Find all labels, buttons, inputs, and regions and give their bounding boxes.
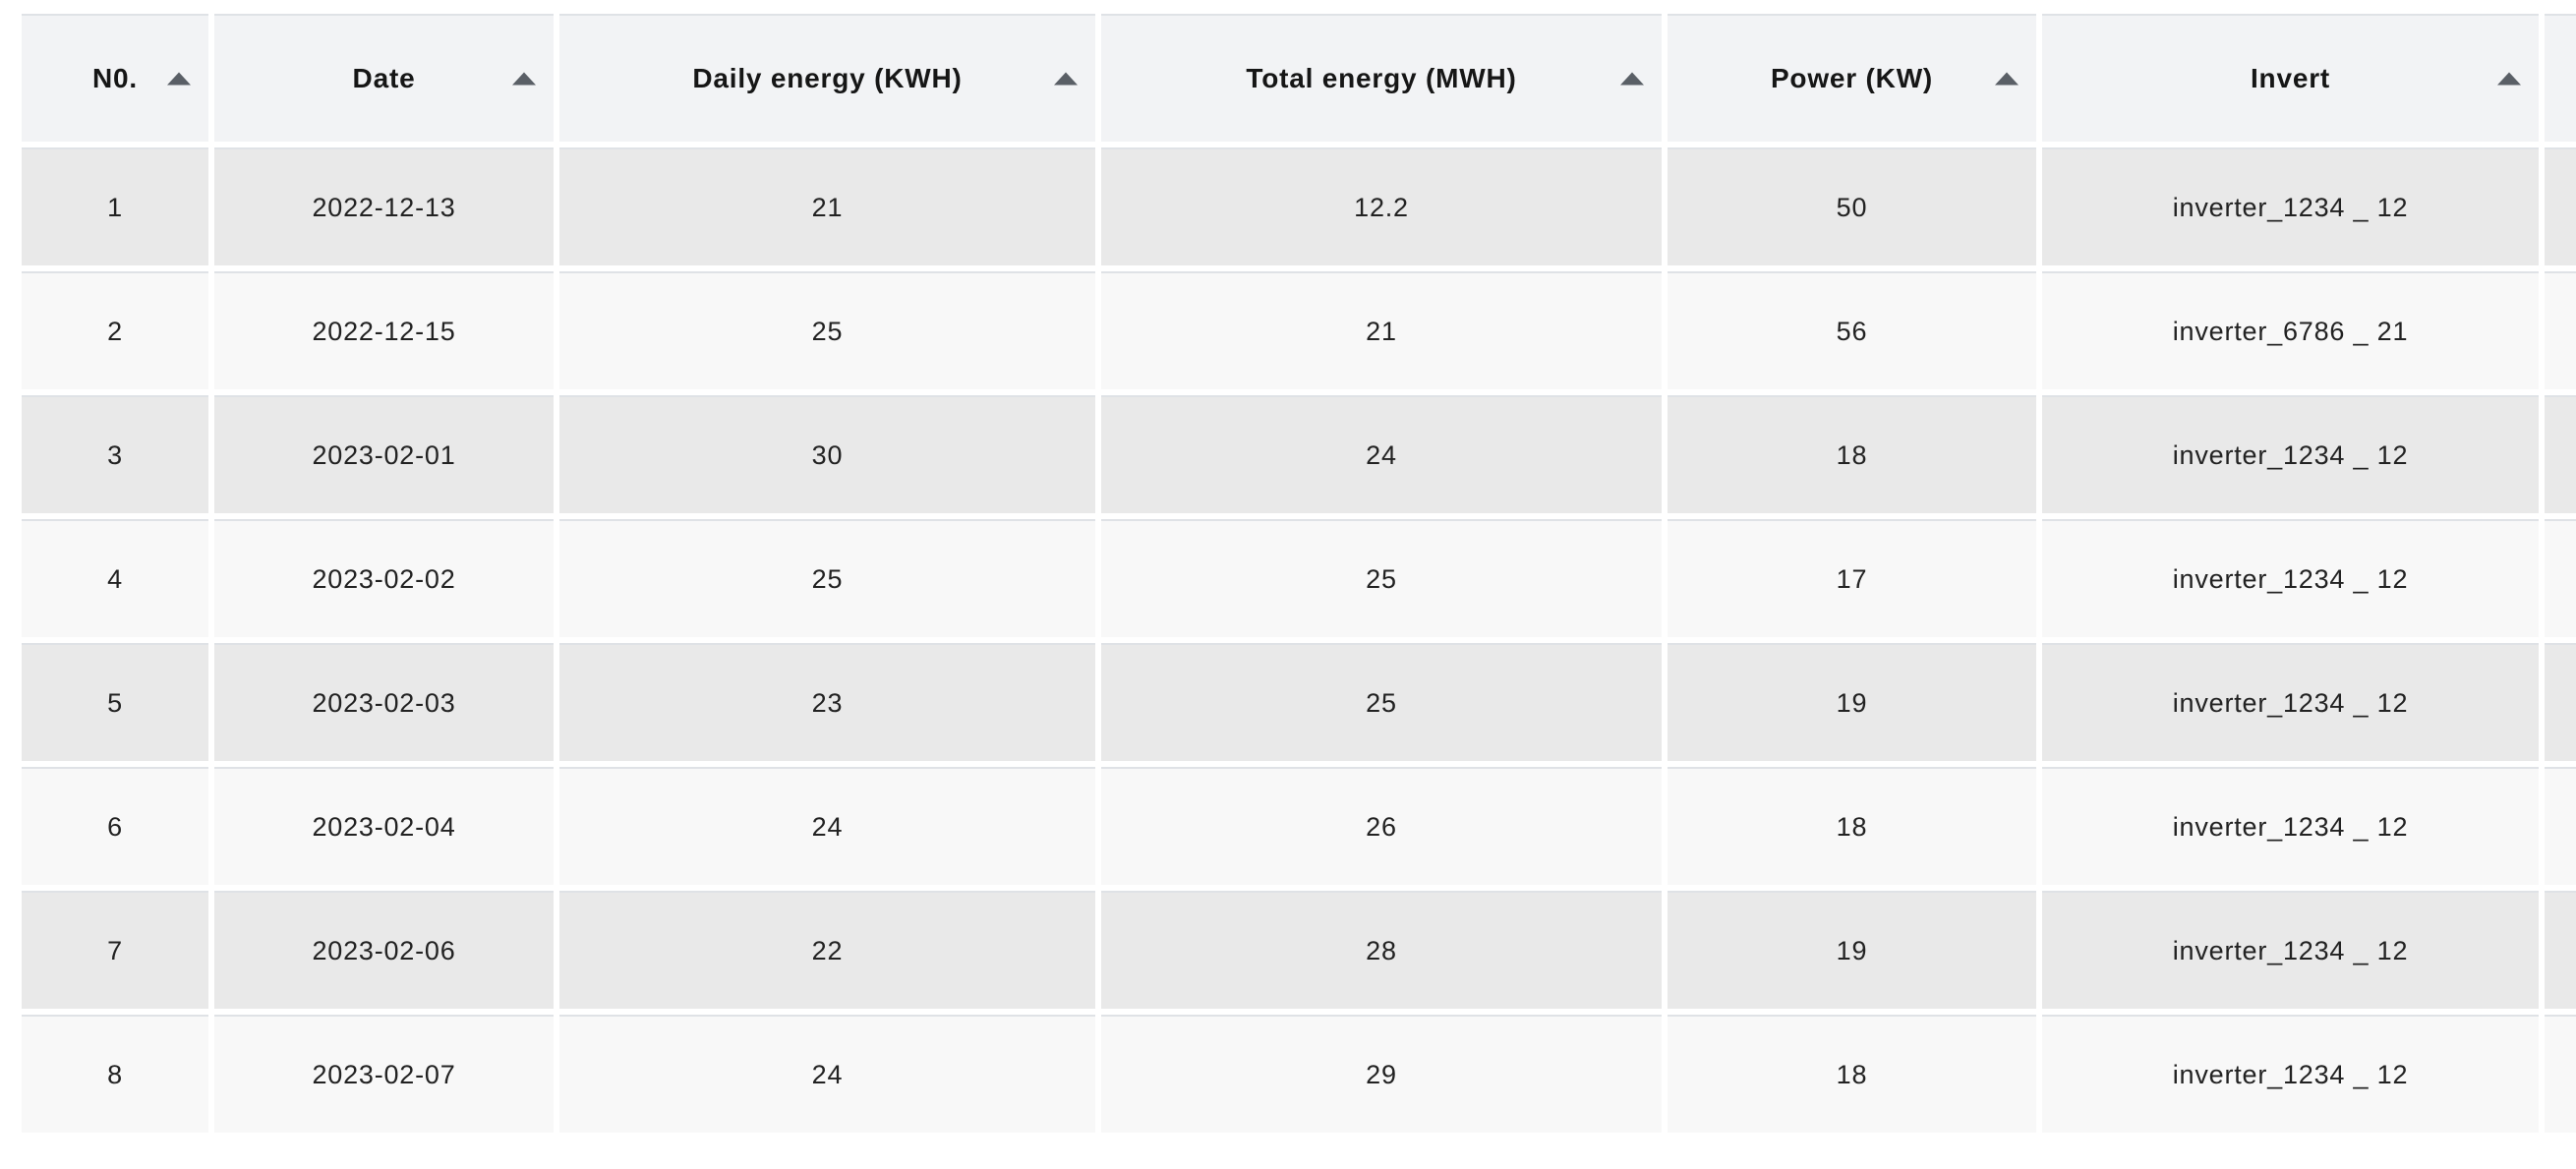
header-cell-total-energy[interactable]: Total energy (MWH) xyxy=(1101,14,1662,142)
table-cell-total-energy: 26 xyxy=(1101,767,1662,885)
sort-caret-up-icon[interactable] xyxy=(2497,72,2521,86)
table-cell-clipped xyxy=(2545,767,2576,885)
table-row: 1 2022-12-13 21 12.2 50 inverter_1234 _ … xyxy=(22,147,2576,265)
table-cell-clipped xyxy=(2545,271,2576,389)
sort-caret-up-icon[interactable] xyxy=(1995,72,2019,86)
table-cell-daily-energy: 24 xyxy=(559,1015,1095,1133)
table-row: 3 2023-02-01 30 24 18 inverter_1234 _ 12 xyxy=(22,395,2576,513)
header-cell-power[interactable]: Power (KW) xyxy=(1668,14,2036,142)
table-cell-daily-energy: 22 xyxy=(559,891,1095,1009)
table-cell-total-energy: 12.2 xyxy=(1101,147,1662,265)
table-cell-invert: inverter_6786 _ 21 xyxy=(2042,271,2539,389)
table-cell-power: 50 xyxy=(1668,147,2036,265)
table-cell-clipped xyxy=(2545,395,2576,513)
table-cell-clipped xyxy=(2545,891,2576,1009)
table-cell-daily-energy: 23 xyxy=(559,643,1095,761)
table-cell-invert: inverter_1234 _ 12 xyxy=(2042,643,2539,761)
sort-caret-up-icon[interactable] xyxy=(167,72,191,86)
table-row: 7 2023-02-06 22 28 19 inverter_1234 _ 12 xyxy=(22,891,2576,1009)
table-cell-date: 2022-12-15 xyxy=(214,271,554,389)
table-cell-total-energy: 29 xyxy=(1101,1015,1662,1133)
table-cell-invert: inverter_1234 _ 12 xyxy=(2042,395,2539,513)
table-cell-date: 2023-02-07 xyxy=(214,1015,554,1133)
table-header-row: N0. Date Daily energy (KWH) Total energy… xyxy=(22,14,2576,142)
table-cell-invert: inverter_1234 _ 12 xyxy=(2042,891,2539,1009)
table-cell-date: 2023-02-03 xyxy=(214,643,554,761)
table-cell-no: 3 xyxy=(22,395,208,513)
table-cell-daily-energy: 25 xyxy=(559,271,1095,389)
table-cell-power: 18 xyxy=(1668,1015,2036,1133)
table-row: 6 2023-02-04 24 26 18 inverter_1234 _ 12 xyxy=(22,767,2576,885)
table-cell-invert: inverter_1234 _ 12 xyxy=(2042,767,2539,885)
table-cell-no: 4 xyxy=(22,519,208,637)
table-cell-daily-energy: 24 xyxy=(559,767,1095,885)
column-label-invert: Invert xyxy=(2250,63,2331,93)
table-cell-total-energy: 25 xyxy=(1101,519,1662,637)
table-cell-no: 1 xyxy=(22,147,208,265)
table-cell-daily-energy: 30 xyxy=(559,395,1095,513)
table-cell-power: 56 xyxy=(1668,271,2036,389)
table-cell-total-energy: 28 xyxy=(1101,891,1662,1009)
table-cell-power: 19 xyxy=(1668,891,2036,1009)
table-cell-invert: inverter_1234 _ 12 xyxy=(2042,519,2539,637)
table-cell-invert: inverter_1234 _ 12 xyxy=(2042,1015,2539,1133)
table-cell-clipped xyxy=(2545,519,2576,637)
table-cell-no: 2 xyxy=(22,271,208,389)
column-label-no: N0. xyxy=(92,63,138,93)
table-cell-no: 5 xyxy=(22,643,208,761)
table-cell-power: 19 xyxy=(1668,643,2036,761)
table-cell-date: 2022-12-13 xyxy=(214,147,554,265)
sort-caret-up-icon[interactable] xyxy=(1620,72,1644,86)
table-cell-no: 8 xyxy=(22,1015,208,1133)
table-cell-daily-energy: 25 xyxy=(559,519,1095,637)
table-cell-clipped xyxy=(2545,1015,2576,1133)
column-label-daily-energy: Daily energy (KWH) xyxy=(692,63,963,93)
header-cell-invert[interactable]: Invert xyxy=(2042,14,2539,142)
table-cell-no: 6 xyxy=(22,767,208,885)
table-cell-date: 2023-02-02 xyxy=(214,519,554,637)
table-cell-clipped xyxy=(2545,147,2576,265)
table-cell-total-energy: 21 xyxy=(1101,271,1662,389)
column-label-total-energy: Total energy (MWH) xyxy=(1246,63,1517,93)
table-cell-total-energy: 25 xyxy=(1101,643,1662,761)
table-cell-date: 2023-02-04 xyxy=(214,767,554,885)
table-cell-power: 18 xyxy=(1668,395,2036,513)
table-cell-clipped xyxy=(2545,643,2576,761)
header-cell-date[interactable]: Date xyxy=(214,14,554,142)
table-cell-power: 17 xyxy=(1668,519,2036,637)
table-cell-no: 7 xyxy=(22,891,208,1009)
table-cell-power: 18 xyxy=(1668,767,2036,885)
table-row: 4 2023-02-02 25 25 17 inverter_1234 _ 12 xyxy=(22,519,2576,637)
table-cell-total-energy: 24 xyxy=(1101,395,1662,513)
header-cell-clipped xyxy=(2545,14,2576,142)
header-cell-no[interactable]: N0. xyxy=(22,14,208,142)
table-cell-invert: inverter_1234 _ 12 xyxy=(2042,147,2539,265)
sort-caret-up-icon[interactable] xyxy=(512,72,536,86)
column-label-power: Power (KW) xyxy=(1770,63,1934,93)
table-cell-date: 2023-02-01 xyxy=(214,395,554,513)
table-cell-date: 2023-02-06 xyxy=(214,891,554,1009)
table-row: 8 2023-02-07 24 29 18 inverter_1234 _ 12 xyxy=(22,1015,2576,1133)
table-row: 2 2022-12-15 25 21 56 inverter_6786 _ 21 xyxy=(22,271,2576,389)
table-row: 5 2023-02-03 23 25 19 inverter_1234 _ 12 xyxy=(22,643,2576,761)
column-label-date: Date xyxy=(352,63,416,93)
table-cell-daily-energy: 21 xyxy=(559,147,1095,265)
header-cell-daily-energy[interactable]: Daily energy (KWH) xyxy=(559,14,1095,142)
sort-caret-up-icon[interactable] xyxy=(1054,72,1078,86)
